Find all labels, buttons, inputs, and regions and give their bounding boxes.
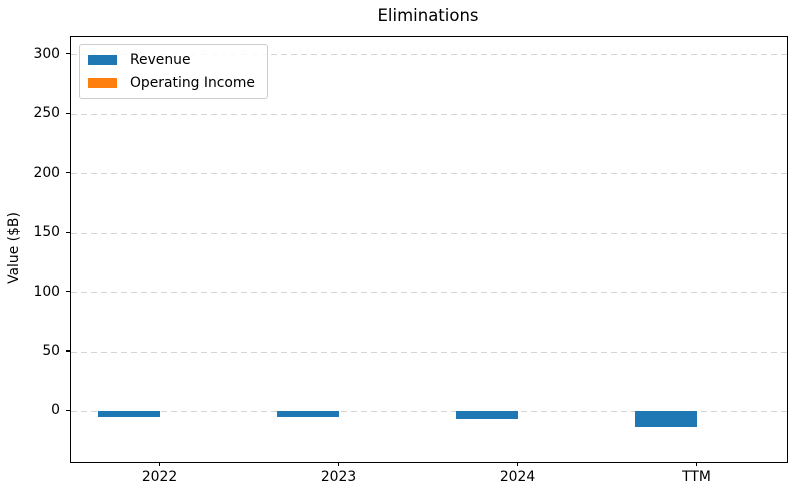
- bar-revenue-2022: [97, 411, 161, 418]
- y-tick-mark: [66, 172, 70, 174]
- gridline: [71, 54, 787, 56]
- y-tick-label: 0: [51, 402, 60, 419]
- gridline: [71, 351, 787, 353]
- bar-revenue-2023: [276, 411, 340, 418]
- gridline: [71, 113, 787, 115]
- legend-label: Revenue: [130, 52, 191, 68]
- x-tick-mark: [516, 462, 519, 466]
- x-tick-label: 2024: [499, 469, 536, 485]
- legend-item-revenue: Revenue: [88, 52, 255, 68]
- bar-revenue-2024: [455, 411, 519, 419]
- y-tick-label: 300: [33, 45, 60, 62]
- x-tick-label: 2022: [141, 469, 178, 485]
- x-tick-label: TTM: [682, 469, 711, 485]
- x-tick-label: 2023: [320, 469, 357, 485]
- legend-swatch-icon: [88, 55, 117, 65]
- y-tick-mark: [66, 231, 70, 233]
- chart-title: Eliminations: [377, 6, 479, 25]
- y-tick-mark: [66, 53, 70, 55]
- y-tick-label: 250: [33, 105, 60, 122]
- y-tick-mark: [66, 290, 70, 293]
- y-tick-mark: [66, 112, 70, 114]
- y-tick-label: 100: [33, 283, 60, 300]
- gridline: [71, 232, 787, 234]
- x-tick-mark: [337, 462, 340, 466]
- legend-label: Operating Income: [130, 75, 255, 91]
- y-tick-label: 200: [33, 164, 60, 181]
- gridline: [71, 173, 787, 175]
- legend-item-operating-income: Operating Income: [88, 75, 255, 91]
- gridline: [71, 292, 787, 294]
- gridline: [71, 410, 787, 412]
- bar-revenue-ttm: [634, 411, 698, 427]
- y-tick-label: 50: [42, 343, 60, 360]
- y-tick-label: 150: [33, 224, 60, 241]
- x-tick-mark: [695, 462, 698, 466]
- y-tick-mark: [66, 350, 70, 352]
- y-tick-mark: [66, 409, 70, 412]
- x-tick-mark: [158, 462, 161, 466]
- plot-area: Revenue Operating Income: [70, 36, 788, 463]
- legend-swatch-icon: [88, 78, 117, 88]
- legend: Revenue Operating Income: [79, 44, 268, 99]
